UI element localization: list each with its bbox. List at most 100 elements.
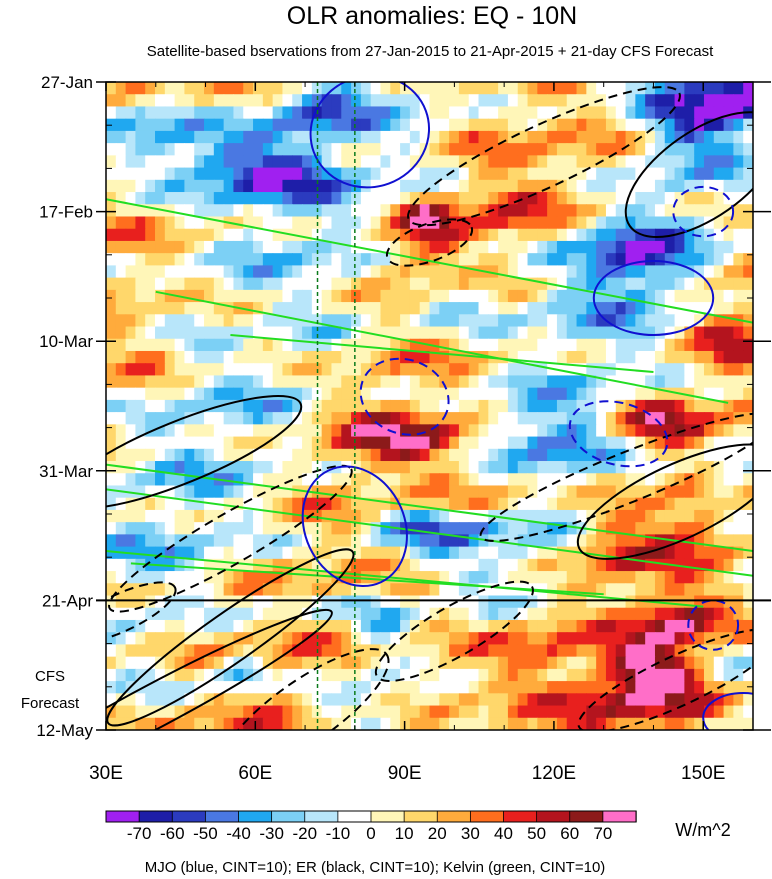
anomaly-cell: [684, 314, 695, 328]
anomaly-cell: [311, 424, 323, 438]
anomaly-cell: [233, 571, 244, 584]
anomaly-cell: [341, 216, 352, 230]
anomaly-cell: [135, 302, 146, 315]
anomaly-cell: [272, 509, 284, 523]
anomaly-cell: [596, 277, 607, 291]
anomaly-cell: [439, 228, 450, 242]
anomaly-cell: [282, 461, 293, 474]
anomaly-cell: [527, 350, 538, 364]
anomaly-cell: [106, 387, 117, 401]
anomaly-cell: [556, 387, 568, 401]
anomaly-cell: [566, 583, 578, 597]
anomaly-cell: [155, 94, 166, 108]
anomaly-cell: [400, 204, 411, 218]
anomaly-cell: [488, 265, 499, 279]
anomaly-cell: [106, 644, 117, 658]
anomaly-cell: [282, 375, 293, 389]
anomaly-cell: [468, 289, 480, 303]
anomaly-cell: [262, 644, 274, 658]
anomaly-cell: [223, 607, 235, 621]
anomaly-cell: [164, 681, 176, 694]
anomaly-cell: [282, 681, 293, 694]
anomaly-cell: [351, 534, 362, 548]
anomaly-cell: [527, 571, 538, 584]
anomaly-cell: [596, 497, 607, 511]
anomaly-cell: [174, 216, 186, 230]
anomaly-cell: [400, 595, 411, 609]
anomaly-cell: [409, 179, 421, 193]
anomaly-cell: [733, 632, 744, 646]
anomaly-cell: [713, 289, 725, 303]
anomaly-cell: [272, 314, 284, 328]
anomaly-cell: [586, 436, 597, 450]
anomaly-cell: [596, 607, 607, 621]
anomaly-cell: [223, 436, 235, 450]
anomaly-cell: [292, 693, 303, 707]
anomaly-cell: [517, 522, 529, 535]
anomaly-cell: [390, 118, 401, 132]
anomaly-cell: [517, 607, 529, 621]
colorbar-swatch: [536, 810, 571, 823]
anomaly-cell: [292, 399, 303, 413]
anomaly-cell: [468, 228, 480, 242]
anomaly-cell: [302, 240, 313, 254]
anomaly-cell: [155, 509, 166, 523]
anomaly-cell: [596, 509, 607, 523]
anomaly-cell: [321, 522, 333, 535]
anomaly-cell: [360, 595, 372, 609]
anomaly-cell: [733, 436, 744, 450]
anomaly-cell: [409, 436, 421, 450]
anomaly-cell: [517, 436, 529, 450]
anomaly-cell: [694, 607, 705, 621]
anomaly-cell: [498, 509, 509, 523]
anomaly-cell: [409, 485, 421, 499]
anomaly-cell: [370, 461, 382, 474]
anomaly-cell: [174, 485, 186, 499]
anomaly-cell: [713, 534, 725, 548]
anomaly-cell: [439, 118, 450, 132]
anomaly-cell: [311, 94, 323, 108]
anomaly-cell: [400, 326, 411, 340]
anomaly-cell: [380, 656, 391, 670]
anomaly-cell: [439, 607, 450, 621]
anomaly-cell: [106, 265, 117, 279]
anomaly-cell: [331, 228, 342, 242]
anomaly-cell: [409, 363, 421, 377]
anomaly-cell: [262, 106, 274, 120]
anomaly-cell: [204, 289, 215, 303]
anomaly-cell: [458, 497, 470, 511]
anomaly-cell: [498, 363, 509, 377]
anomaly-cell: [605, 558, 617, 572]
anomaly-cell: [380, 473, 391, 487]
anomaly-cell: [537, 461, 548, 474]
anomaly-cell: [498, 314, 509, 328]
anomaly-cell: [743, 387, 753, 401]
anomaly-cell: [243, 265, 254, 279]
anomaly-cell: [615, 338, 627, 352]
anomaly-cell: [400, 473, 411, 487]
anomaly-cell: [262, 240, 274, 254]
anomaly-cell: [498, 265, 509, 279]
anomaly-cell: [400, 228, 411, 242]
anomaly-cell: [233, 350, 244, 364]
anomaly-cell: [174, 375, 186, 389]
er-contour: [106, 581, 177, 644]
anomaly-cell: [586, 106, 597, 120]
anomaly-cell: [204, 485, 215, 499]
anomaly-cell: [204, 399, 215, 413]
anomaly-cell: [527, 497, 538, 511]
chart-title: OLR anomalies: EQ - 10N: [287, 2, 577, 30]
anomaly-cell: [164, 705, 176, 719]
anomaly-cell: [360, 302, 372, 315]
anomaly-cell: [547, 314, 558, 328]
anomaly-cell: [155, 192, 166, 205]
anomaly-cell: [498, 681, 509, 694]
anomaly-cell: [713, 253, 725, 266]
anomaly-cell: [694, 289, 705, 303]
anomaly-cell: [517, 94, 529, 108]
anomaly-cell: [556, 167, 568, 181]
anomaly-cell: [713, 424, 725, 438]
anomaly-cell: [115, 216, 127, 230]
anomaly-cell: [262, 253, 274, 266]
colorbar-swatch: [238, 810, 273, 823]
